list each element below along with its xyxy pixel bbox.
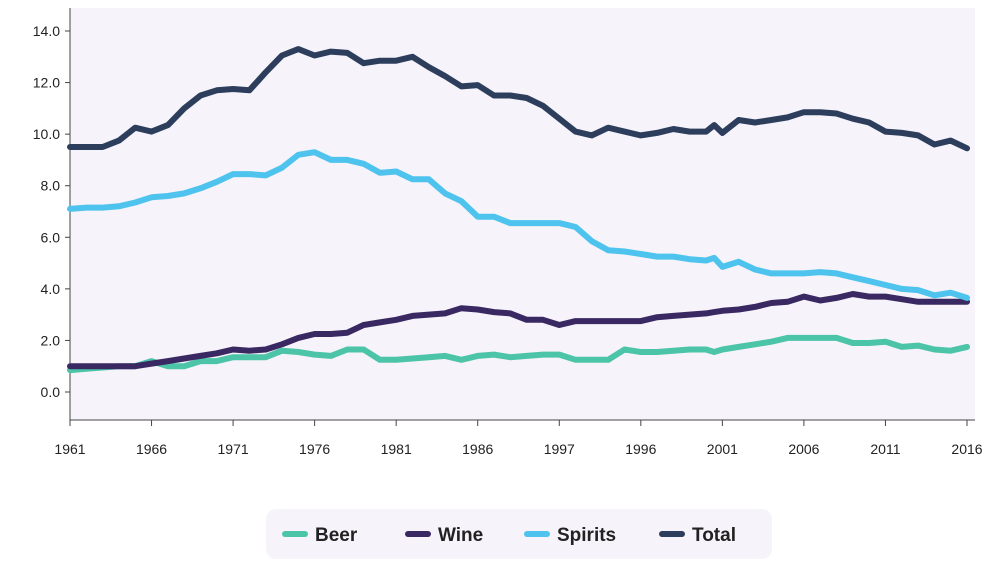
x-tick-label: 2006 bbox=[788, 441, 819, 457]
x-tick-label: 1981 bbox=[381, 441, 412, 457]
y-tick-label: 6.0 bbox=[41, 229, 61, 245]
series-line-wine bbox=[67, 291, 970, 370]
y-tick-label: 12.0 bbox=[33, 75, 60, 91]
series-lines bbox=[67, 46, 970, 374]
x-tick-label: 2016 bbox=[951, 441, 982, 457]
x-tick-label: 1966 bbox=[136, 441, 167, 457]
legend-label-total: Total bbox=[692, 525, 736, 546]
y-tick-label: 0.0 bbox=[41, 384, 61, 400]
series-line-beer bbox=[67, 334, 970, 374]
x-tick-label: 1971 bbox=[218, 441, 249, 457]
x-tick-label: 1996 bbox=[625, 441, 656, 457]
legend-label-spirits: Spirits bbox=[557, 525, 616, 546]
x-tick-label: 1961 bbox=[54, 441, 85, 457]
legend-label-beer: Beer bbox=[315, 525, 358, 546]
x-tick-label: 1976 bbox=[299, 441, 330, 457]
y-tick-label: 8.0 bbox=[41, 178, 61, 194]
x-tick-label: 1997 bbox=[544, 441, 575, 457]
y-tick-label: 14.0 bbox=[33, 23, 60, 39]
y-tick-label: 4.0 bbox=[41, 281, 61, 297]
axes bbox=[69, 8, 975, 421]
y-axis-ticks: 14.0 12.0 10.0 8.0 6.0 4.0 2.0 0.0 bbox=[33, 23, 70, 400]
x-tick-label: 1986 bbox=[462, 441, 493, 457]
legend: Beer Wine Spirits Total bbox=[266, 509, 772, 559]
x-tick-label: 2001 bbox=[707, 441, 738, 457]
legend-label-wine: Wine bbox=[438, 525, 483, 546]
series-line-total bbox=[67, 46, 970, 152]
y-tick-label: 10.0 bbox=[33, 126, 60, 142]
series-line-spirits bbox=[67, 149, 970, 301]
x-axis-ticks: 1961 1966 1971 1976 1981 1986 1997 1996 2001 2006… bbox=[54, 420, 983, 457]
legend-background bbox=[266, 509, 772, 559]
y-tick-label: 2.0 bbox=[41, 332, 61, 348]
x-tick-label: 2011 bbox=[870, 441, 900, 457]
